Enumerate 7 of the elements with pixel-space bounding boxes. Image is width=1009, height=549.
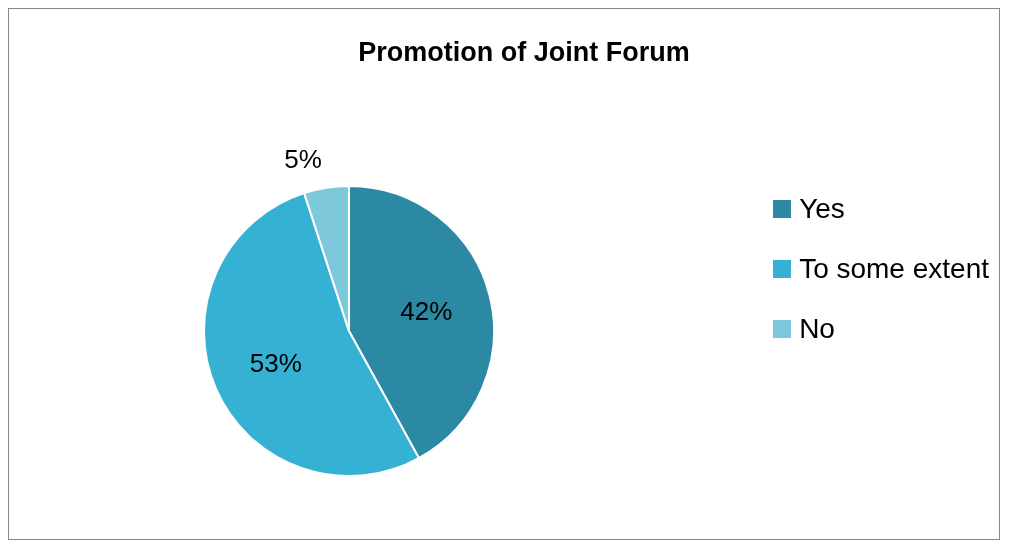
chart-title: Promotion of Joint Forum bbox=[358, 37, 690, 67]
data-label: 53% bbox=[249, 347, 302, 378]
legend-label: Yes bbox=[799, 193, 845, 225]
legend-label: To some extent bbox=[799, 253, 989, 285]
data-label: 42% bbox=[400, 296, 453, 327]
data-label: 5% bbox=[284, 144, 322, 175]
legend-label: No bbox=[799, 313, 835, 345]
